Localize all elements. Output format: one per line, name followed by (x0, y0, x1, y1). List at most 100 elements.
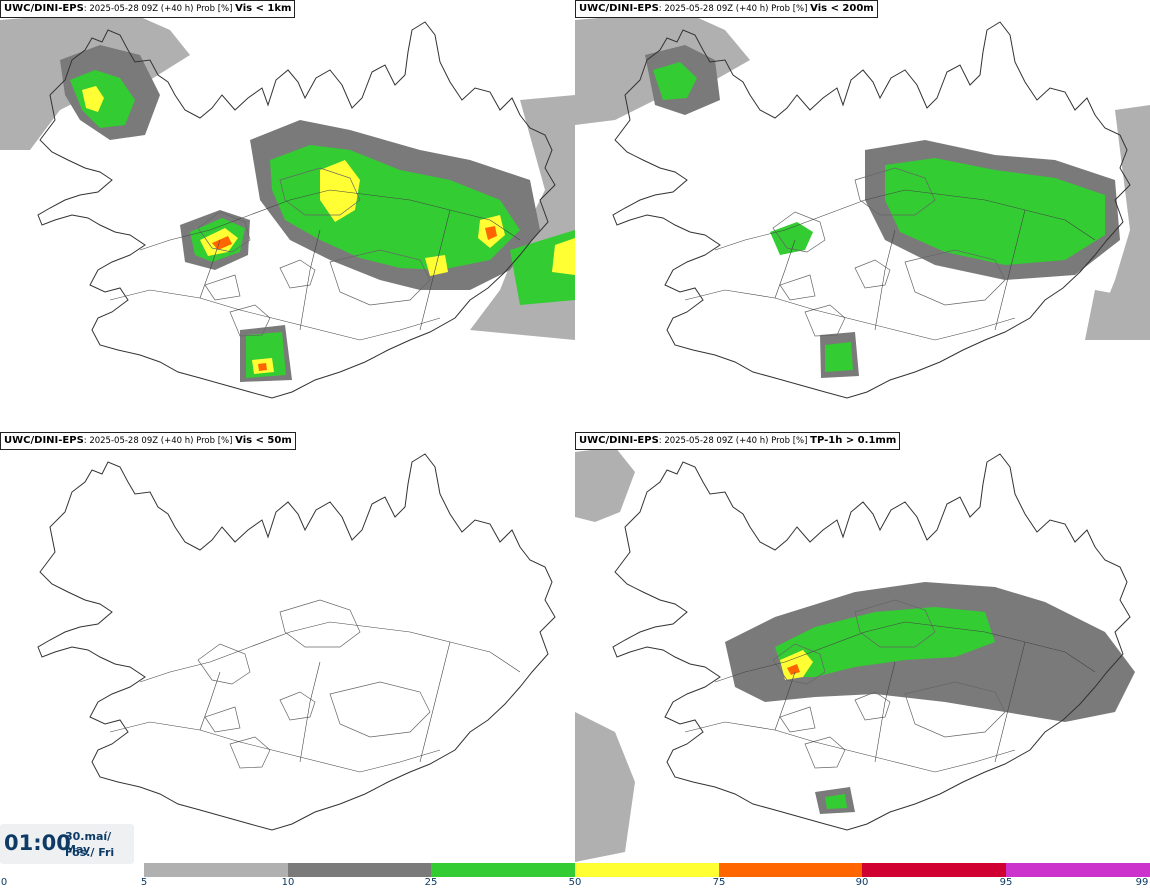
road-line (774, 239, 796, 299)
colorbar-tick-label: 50 (568, 877, 582, 888)
panel-title: UWC/DINI-EPS: 2025-05-28 09Z (+40 h) Pro… (0, 0, 296, 18)
terrain-outline (279, 167, 361, 216)
probability-area (653, 62, 697, 100)
colorbar-tick-label: 5 (140, 877, 148, 888)
road-line (684, 721, 1016, 773)
road-line (774, 671, 796, 731)
road-line (714, 189, 1096, 251)
colorbar-tick-label: 95 (999, 877, 1013, 888)
terrain-outline (197, 211, 251, 253)
valid-time-box: 01:00 30.maí/ May Fös./ Fri (0, 824, 134, 864)
valid-weekday: Fös./ Fri (65, 846, 115, 859)
colorbar-segment (575, 863, 719, 877)
probability-area (787, 664, 800, 675)
panel-meta: : 2025-05-28 09Z (+40 h) Prob [%] (83, 4, 236, 14)
terrain-outline (279, 599, 361, 648)
coastline (37, 453, 556, 831)
panel-source: UWC/DINI-EPS (579, 3, 659, 14)
panel-source: UWC/DINI-EPS (4, 435, 84, 446)
road-line (684, 289, 1016, 341)
probability-area (552, 238, 575, 275)
road-line (994, 641, 1026, 763)
road-line (714, 621, 1096, 683)
coastline (612, 21, 1131, 399)
map-panel-vis-1km: UWC/DINI-EPS: 2025-05-28 09Z (+40 h) Pro… (0, 0, 575, 430)
terrain-outline (854, 599, 936, 648)
panel-meta: : 2025-05-28 09Z (+40 h) Prob [%] (658, 436, 811, 446)
probability-area (258, 363, 267, 371)
iceland-map (37, 453, 556, 831)
panel-variable: TP-1h > 0.1mm (810, 435, 897, 446)
colorbar-tick-label: 90 (855, 877, 869, 888)
panel-meta: : 2025-05-28 09Z (+40 h) Prob [%] (83, 436, 236, 446)
probability-area (825, 794, 847, 809)
terrain-outline (854, 259, 891, 289)
terrain-outline (779, 706, 816, 733)
colorbar-segment (288, 863, 431, 877)
map-panel-vis-50m: UWC/DINI-EPS: 2025-05-28 09Z (+40 h) Pro… (0, 432, 575, 862)
road-line (874, 661, 896, 763)
road-line (139, 189, 521, 251)
colorbar-segment (862, 863, 1006, 877)
probability-colorbar (144, 863, 1150, 877)
probability-area (770, 222, 813, 255)
terrain-outline (279, 259, 316, 289)
terrain-outline (204, 706, 241, 733)
terrain-outline (804, 304, 846, 337)
terrain-outline (204, 274, 241, 301)
panel-title: UWC/DINI-EPS: 2025-05-28 09Z (+40 h) Pro… (0, 432, 296, 450)
road-line (199, 239, 221, 299)
probability-area (1085, 290, 1150, 340)
road-line (419, 209, 451, 331)
road-line (139, 621, 521, 683)
panel-variable: Vis < 50m (235, 435, 292, 446)
terrain-outline (904, 681, 1006, 738)
panel-title: UWC/DINI-EPS: 2025-05-28 09Z (+40 h) Pro… (575, 0, 878, 18)
valid-date: 30.maí/ May (65, 830, 112, 856)
probability-area (485, 226, 497, 240)
terrain-outline (854, 167, 936, 216)
coastline (37, 21, 556, 399)
panel-variable: Vis < 1km (235, 3, 292, 14)
valid-time: 01:00 (4, 831, 71, 855)
probability-area (575, 447, 635, 522)
colorbar-segment (144, 863, 288, 877)
colorbar-segment (719, 863, 862, 877)
probability-area (425, 255, 448, 276)
map-panel-vis-200m: UWC/DINI-EPS: 2025-05-28 09Z (+40 h) Pro… (575, 0, 1150, 430)
terrain-outline (804, 736, 846, 769)
iceland-map (575, 447, 1135, 862)
colorbar-segment (1006, 863, 1150, 877)
terrain-outline (329, 249, 431, 306)
probability-area (1095, 105, 1150, 330)
terrain-outline (772, 211, 826, 253)
probability-area (825, 342, 853, 372)
probability-area (835, 620, 925, 652)
probability-area (82, 86, 104, 112)
colorbar-tick-label: 10 (281, 877, 295, 888)
road-line (874, 229, 896, 331)
colorbar-segment (431, 863, 575, 877)
terrain-outline (854, 691, 891, 721)
terrain-outline (279, 691, 316, 721)
map-panel-precip: UWC/DINI-EPS: 2025-05-28 09Z (+40 h) Pro… (575, 432, 1150, 862)
road-line (299, 661, 321, 763)
road-line (109, 721, 441, 773)
road-line (299, 229, 321, 331)
road-line (109, 289, 441, 341)
iceland-map (0, 8, 575, 399)
terrain-outline (904, 249, 1006, 306)
probability-area (575, 712, 635, 862)
panel-source: UWC/DINI-EPS (4, 3, 84, 14)
terrain-outline (329, 681, 431, 738)
probability-area (885, 158, 1105, 265)
terrain-outline (779, 274, 816, 301)
terrain-outline (229, 304, 271, 337)
road-line (994, 209, 1026, 331)
road-line (419, 641, 451, 763)
coastline (612, 453, 1131, 831)
panel-meta: : 2025-05-28 09Z (+40 h) Prob [%] (658, 4, 811, 14)
road-line (199, 671, 221, 731)
panel-source: UWC/DINI-EPS (579, 435, 659, 446)
terrain-outline (197, 643, 251, 685)
